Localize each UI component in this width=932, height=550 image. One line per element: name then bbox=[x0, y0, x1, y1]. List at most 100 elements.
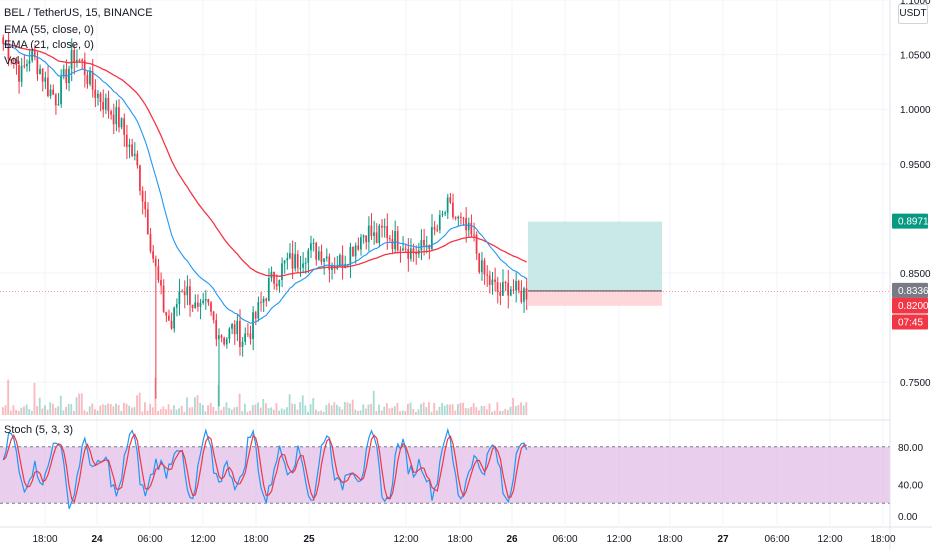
volume-bar bbox=[230, 409, 233, 415]
indicator-vol[interactable]: Vol bbox=[4, 55, 20, 67]
time-tick-label: 06:00 bbox=[137, 534, 162, 545]
currency-button[interactable]: USDT bbox=[898, 4, 928, 24]
indicator-ema21[interactable]: EMA (21, close, 0) bbox=[4, 39, 94, 51]
volume-bar bbox=[475, 407, 478, 415]
ema21-line bbox=[3, 43, 528, 324]
candle-body bbox=[370, 225, 373, 237]
volume-bar bbox=[330, 405, 333, 415]
price-tag bbox=[892, 314, 928, 330]
candle-body bbox=[467, 222, 470, 231]
volume-bar bbox=[259, 407, 262, 415]
candle-body bbox=[283, 260, 286, 264]
volume-bar bbox=[272, 409, 275, 415]
candle-body bbox=[257, 302, 260, 319]
volume-bar bbox=[430, 411, 433, 415]
volume-bar bbox=[144, 402, 146, 415]
stoch-k-line bbox=[2, 427, 528, 510]
stoch-title[interactable]: Stoch (5, 3, 3) bbox=[4, 424, 74, 436]
volume-bar bbox=[170, 409, 173, 415]
candle-body bbox=[217, 335, 220, 340]
candle-body bbox=[212, 311, 215, 321]
volume-bar bbox=[288, 394, 291, 415]
candle-body bbox=[367, 225, 370, 243]
candle-body bbox=[470, 222, 473, 235]
candle-body bbox=[52, 89, 54, 95]
candle-body bbox=[354, 245, 357, 257]
volume-bar bbox=[504, 408, 507, 415]
candle-body bbox=[496, 281, 499, 292]
price-tick-label: 1.0500 bbox=[900, 51, 931, 62]
volume-bar bbox=[307, 411, 309, 415]
indicator-ema55[interactable]: EMA (55, close, 0) bbox=[4, 24, 94, 36]
volume-bar bbox=[301, 395, 304, 415]
candle-body bbox=[2, 37, 5, 44]
ema55-line bbox=[3, 43, 528, 277]
candle-body bbox=[54, 94, 57, 106]
candle-body bbox=[125, 134, 128, 147]
volume-bar bbox=[485, 409, 488, 415]
candle-body bbox=[139, 165, 141, 191]
candle-body bbox=[525, 288, 528, 300]
volume-bar bbox=[157, 411, 159, 415]
volume-bar bbox=[286, 407, 288, 415]
volume-bar bbox=[401, 410, 404, 415]
candle-body bbox=[338, 255, 341, 268]
volume-bar bbox=[204, 411, 207, 415]
volume-bar bbox=[378, 404, 380, 415]
volume-bar bbox=[222, 406, 225, 415]
volume-bar bbox=[180, 405, 183, 415]
candle-body bbox=[404, 248, 407, 250]
candle-body bbox=[181, 291, 183, 293]
candle-body bbox=[486, 274, 488, 276]
candle-body bbox=[438, 214, 441, 231]
candle-body bbox=[220, 335, 223, 338]
candle-body bbox=[178, 291, 181, 305]
volume-bar bbox=[12, 405, 15, 415]
time-tick-label: 06:00 bbox=[764, 534, 789, 545]
price-tag bbox=[892, 297, 928, 313]
candle-body bbox=[239, 320, 241, 347]
volume-bar bbox=[20, 407, 23, 415]
volume-bar bbox=[228, 407, 231, 415]
volume-bar bbox=[328, 403, 330, 415]
volume-bar bbox=[496, 402, 499, 415]
price-tag bbox=[892, 282, 928, 298]
candle-body bbox=[304, 262, 307, 264]
symbol-title[interactable]: BEL / TetherUS, 15, BINANCE bbox=[4, 7, 153, 19]
volume-bar bbox=[133, 407, 136, 415]
stoch-pane[interactable] bbox=[0, 427, 890, 510]
candle-body bbox=[44, 77, 47, 82]
candle-body bbox=[473, 234, 475, 236]
volume-bar bbox=[278, 410, 280, 415]
candle-body bbox=[146, 209, 149, 235]
candle-body bbox=[420, 239, 423, 251]
candle-body bbox=[444, 212, 446, 214]
candle-body bbox=[49, 89, 52, 97]
volume-bar bbox=[354, 409, 357, 415]
volume-bar bbox=[441, 403, 444, 415]
volume-bar bbox=[375, 411, 378, 415]
candle-body bbox=[57, 104, 60, 106]
candle-body bbox=[386, 226, 389, 239]
volume-bar bbox=[188, 407, 191, 415]
price-pane[interactable] bbox=[0, 0, 890, 525]
candle-body bbox=[462, 217, 465, 219]
candle-body bbox=[141, 190, 144, 202]
candle-body bbox=[509, 289, 512, 296]
volume-bar bbox=[112, 406, 115, 415]
volume-bar bbox=[283, 409, 286, 415]
candle-body bbox=[225, 338, 228, 345]
candle-body bbox=[75, 59, 78, 63]
candle-body bbox=[302, 263, 304, 268]
volume-bar bbox=[186, 397, 188, 415]
candle-body bbox=[281, 263, 283, 280]
volume-bar bbox=[454, 410, 457, 415]
candle-body bbox=[278, 279, 281, 287]
volume-bar bbox=[438, 406, 441, 415]
candle-body bbox=[120, 118, 123, 128]
stoch-tick-label: 80.00 bbox=[898, 443, 923, 454]
volume-bar bbox=[246, 411, 249, 415]
volume-bar bbox=[425, 407, 428, 415]
candle-body bbox=[517, 281, 520, 291]
